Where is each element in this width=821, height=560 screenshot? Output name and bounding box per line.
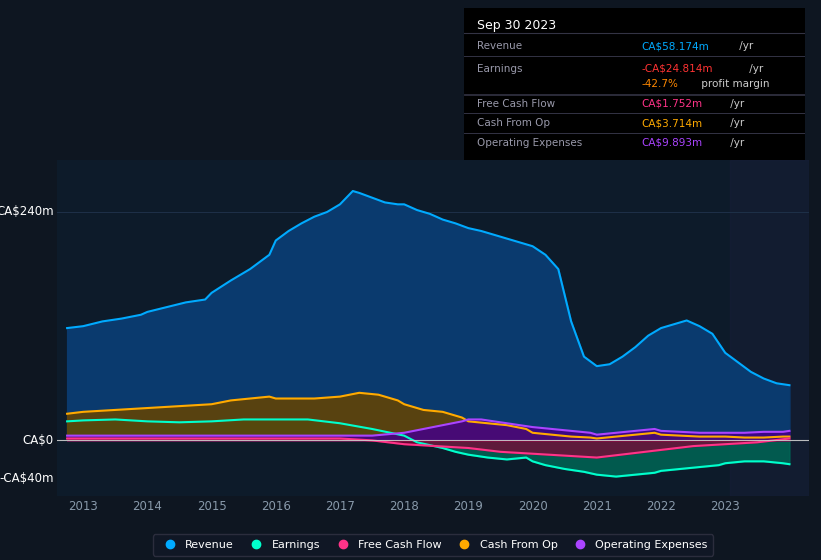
Text: CA$240m: CA$240m	[0, 206, 53, 218]
Text: CA$1.752m: CA$1.752m	[641, 99, 702, 109]
Text: -CA$40m: -CA$40m	[0, 472, 53, 485]
Text: /yr: /yr	[736, 41, 754, 51]
Text: Operating Expenses: Operating Expenses	[478, 138, 583, 148]
Text: CA$3.714m: CA$3.714m	[641, 118, 702, 128]
Text: profit margin: profit margin	[699, 79, 770, 89]
Text: CA$58.174m: CA$58.174m	[641, 41, 709, 51]
Text: Revenue: Revenue	[478, 41, 523, 51]
Text: Sep 30 2023: Sep 30 2023	[478, 19, 557, 32]
Text: CA$9.893m: CA$9.893m	[641, 138, 702, 148]
Text: CA$0: CA$0	[23, 434, 53, 447]
Text: /yr: /yr	[727, 118, 744, 128]
Text: Cash From Op: Cash From Op	[478, 118, 551, 128]
Text: /yr: /yr	[727, 138, 744, 148]
Text: -42.7%: -42.7%	[641, 79, 678, 89]
Text: Earnings: Earnings	[478, 64, 523, 74]
Legend: Revenue, Earnings, Free Cash Flow, Cash From Op, Operating Expenses: Revenue, Earnings, Free Cash Flow, Cash …	[153, 534, 713, 556]
Bar	[731, 160, 809, 496]
Text: Free Cash Flow: Free Cash Flow	[478, 99, 556, 109]
Text: /yr: /yr	[727, 99, 744, 109]
Text: /yr: /yr	[746, 64, 764, 74]
Text: -CA$24.814m: -CA$24.814m	[641, 64, 713, 74]
